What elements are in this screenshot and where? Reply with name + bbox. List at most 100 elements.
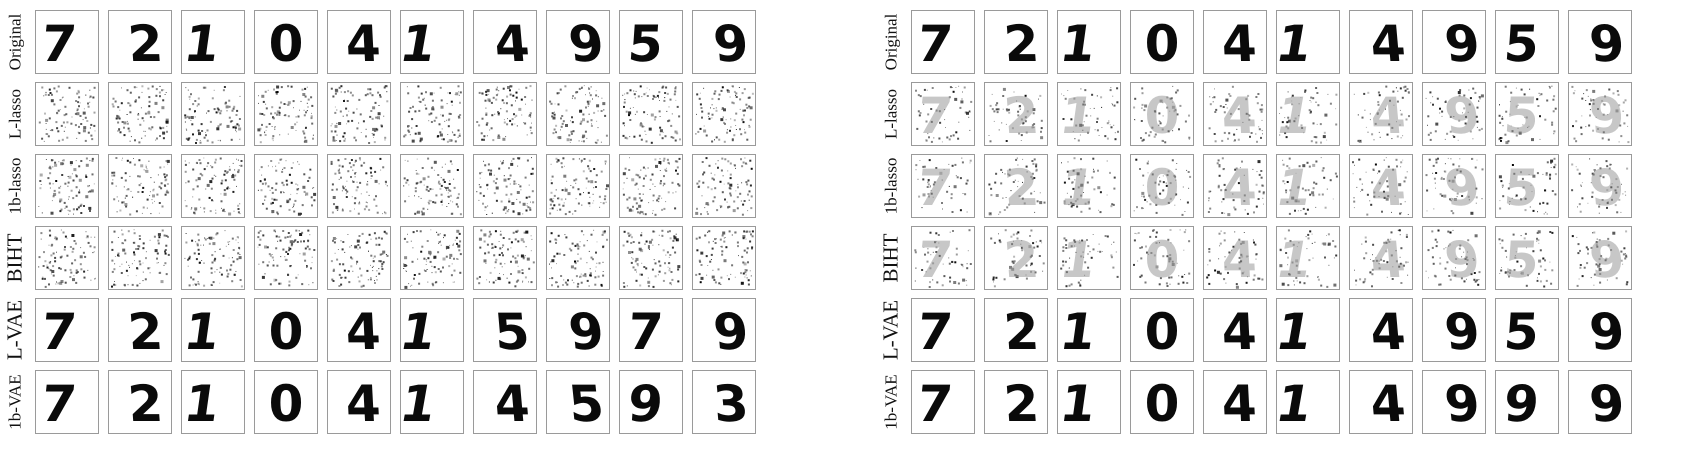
noise-speck <box>308 284 310 286</box>
noise-speck <box>257 128 261 132</box>
noise-speck <box>1505 141 1509 145</box>
noise-speck <box>1603 103 1606 106</box>
noise-speck <box>429 92 433 96</box>
digit-glyph: 4 <box>1220 231 1258 289</box>
noise-speck <box>1279 249 1282 252</box>
noise-speck <box>582 134 586 138</box>
noise-speck <box>1033 158 1036 161</box>
noise-speck <box>600 285 603 287</box>
noise-speck <box>708 116 709 117</box>
noise-speck <box>1625 255 1628 258</box>
noise-speck <box>159 166 162 169</box>
noise-speck <box>77 91 80 94</box>
noise-speck <box>927 182 929 184</box>
noise-speck <box>150 177 152 179</box>
digit-cell: 0 <box>1130 82 1194 146</box>
noise-speck <box>488 235 491 238</box>
noise-speck <box>165 273 168 276</box>
noise-speck <box>69 268 72 271</box>
noise-speck <box>745 181 748 184</box>
noise-speck <box>288 249 290 252</box>
noise-speck <box>1616 186 1619 188</box>
noise-speck <box>529 208 532 211</box>
noise-speck <box>498 253 501 256</box>
noise-speck <box>1581 97 1584 100</box>
noise-speck <box>1235 283 1238 286</box>
noise-speck <box>713 196 716 199</box>
noise-speck <box>640 199 643 202</box>
noise-speck <box>231 280 234 283</box>
noise-speck <box>988 135 990 136</box>
noise-speck <box>969 129 971 131</box>
noise-speck <box>579 276 581 278</box>
noise-speck <box>658 234 660 236</box>
noise-speck <box>507 86 510 89</box>
digit-image: 7 <box>914 157 972 217</box>
noise-speck <box>1136 206 1138 209</box>
noise-speck <box>232 107 235 110</box>
noise-speck <box>1585 100 1587 101</box>
noise-speck <box>1174 108 1177 111</box>
noise-speck <box>487 163 490 166</box>
noise-speck <box>551 112 554 115</box>
noise-speck <box>1248 114 1251 117</box>
noise-speck <box>518 184 520 185</box>
digit-glyph: 5 <box>1502 303 1541 361</box>
noise-speck <box>76 271 79 273</box>
noise-speck <box>735 94 737 96</box>
noise-speck <box>553 111 555 113</box>
noise-speck <box>498 90 500 92</box>
noise-speck <box>1033 123 1036 126</box>
noise-speck <box>1282 180 1285 183</box>
noise-speck <box>225 172 228 174</box>
noise-speck <box>275 235 278 238</box>
digit-image: 1 <box>1058 302 1100 361</box>
noise-speck <box>1528 174 1530 175</box>
noise-speck <box>952 230 954 232</box>
noise-speck <box>749 270 751 272</box>
noise-speck <box>426 269 428 270</box>
noise-speck <box>1553 157 1556 160</box>
noise-speck <box>159 85 161 87</box>
noise-speck <box>331 183 334 186</box>
noise-speck <box>206 183 210 187</box>
noise-speck <box>204 86 207 89</box>
noise-speck <box>1303 282 1306 285</box>
noise-speck <box>697 186 700 188</box>
noise-speck <box>1399 256 1401 258</box>
noise-speck <box>1159 121 1161 123</box>
noise-speck <box>372 127 376 131</box>
noise-speck <box>1537 239 1540 242</box>
noise-speck <box>598 262 601 265</box>
noise-speck <box>1452 229 1454 231</box>
noise-speck <box>746 277 748 279</box>
noise-speck <box>629 107 631 109</box>
noise-speck <box>1075 124 1078 127</box>
noise-speck <box>287 232 290 234</box>
noise-speck <box>1280 106 1283 109</box>
noise-speck <box>931 87 934 89</box>
noise-speck <box>113 268 116 271</box>
noise-speck <box>727 90 730 93</box>
noise-speck <box>555 241 557 244</box>
noise-speck <box>1579 249 1581 252</box>
digit-cell: 0 <box>1130 154 1194 218</box>
noise-speck <box>94 236 96 238</box>
noise-speck <box>950 193 953 196</box>
noise-speck <box>1303 132 1305 134</box>
noise-speck <box>521 114 523 116</box>
noise-speck <box>141 212 143 214</box>
noise-speck <box>576 260 579 263</box>
noise-speck <box>551 259 555 263</box>
noise-speck <box>1312 257 1314 259</box>
noise-speck <box>119 265 121 267</box>
noise-speck <box>111 174 114 177</box>
noise-speck <box>735 96 738 98</box>
digit-image: 9 <box>1571 158 1629 217</box>
noise-speck <box>59 281 63 285</box>
noise-speck <box>43 95 45 97</box>
noise-speck <box>59 99 62 101</box>
noise-speck <box>90 236 92 238</box>
noise-speck <box>87 102 89 105</box>
noise-speck <box>1385 108 1386 110</box>
